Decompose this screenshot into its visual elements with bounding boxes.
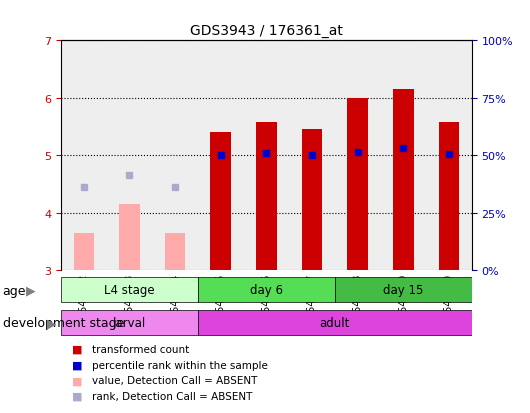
Bar xyxy=(335,277,472,302)
Text: adult: adult xyxy=(320,316,350,329)
Text: ▶: ▶ xyxy=(47,316,57,330)
Text: age: age xyxy=(3,284,26,297)
Bar xyxy=(165,233,186,271)
Text: L4 stage: L4 stage xyxy=(104,283,155,296)
Text: ■: ■ xyxy=(72,344,82,354)
Text: larval: larval xyxy=(113,316,146,329)
Bar xyxy=(198,310,472,335)
Bar xyxy=(439,123,459,271)
Title: GDS3943 / 176361_at: GDS3943 / 176361_at xyxy=(190,24,343,38)
Text: ▶: ▶ xyxy=(26,284,36,297)
Text: rank, Detection Call = ABSENT: rank, Detection Call = ABSENT xyxy=(92,391,252,401)
Text: development stage: development stage xyxy=(3,316,124,330)
Text: transformed count: transformed count xyxy=(92,344,189,354)
Bar xyxy=(119,204,140,271)
Bar xyxy=(61,310,198,335)
Text: ■: ■ xyxy=(72,391,82,401)
Text: value, Detection Call = ABSENT: value, Detection Call = ABSENT xyxy=(92,375,257,385)
Text: day 15: day 15 xyxy=(383,283,423,296)
Bar xyxy=(74,233,94,271)
Bar xyxy=(302,130,322,271)
Bar xyxy=(393,90,413,271)
Text: percentile rank within the sample: percentile rank within the sample xyxy=(92,360,268,370)
Text: day 6: day 6 xyxy=(250,283,283,296)
Text: ■: ■ xyxy=(72,360,82,370)
Bar xyxy=(210,133,231,271)
Bar xyxy=(61,277,198,302)
Bar xyxy=(347,99,368,271)
Bar xyxy=(256,123,277,271)
Bar xyxy=(198,277,335,302)
Text: ■: ■ xyxy=(72,375,82,385)
